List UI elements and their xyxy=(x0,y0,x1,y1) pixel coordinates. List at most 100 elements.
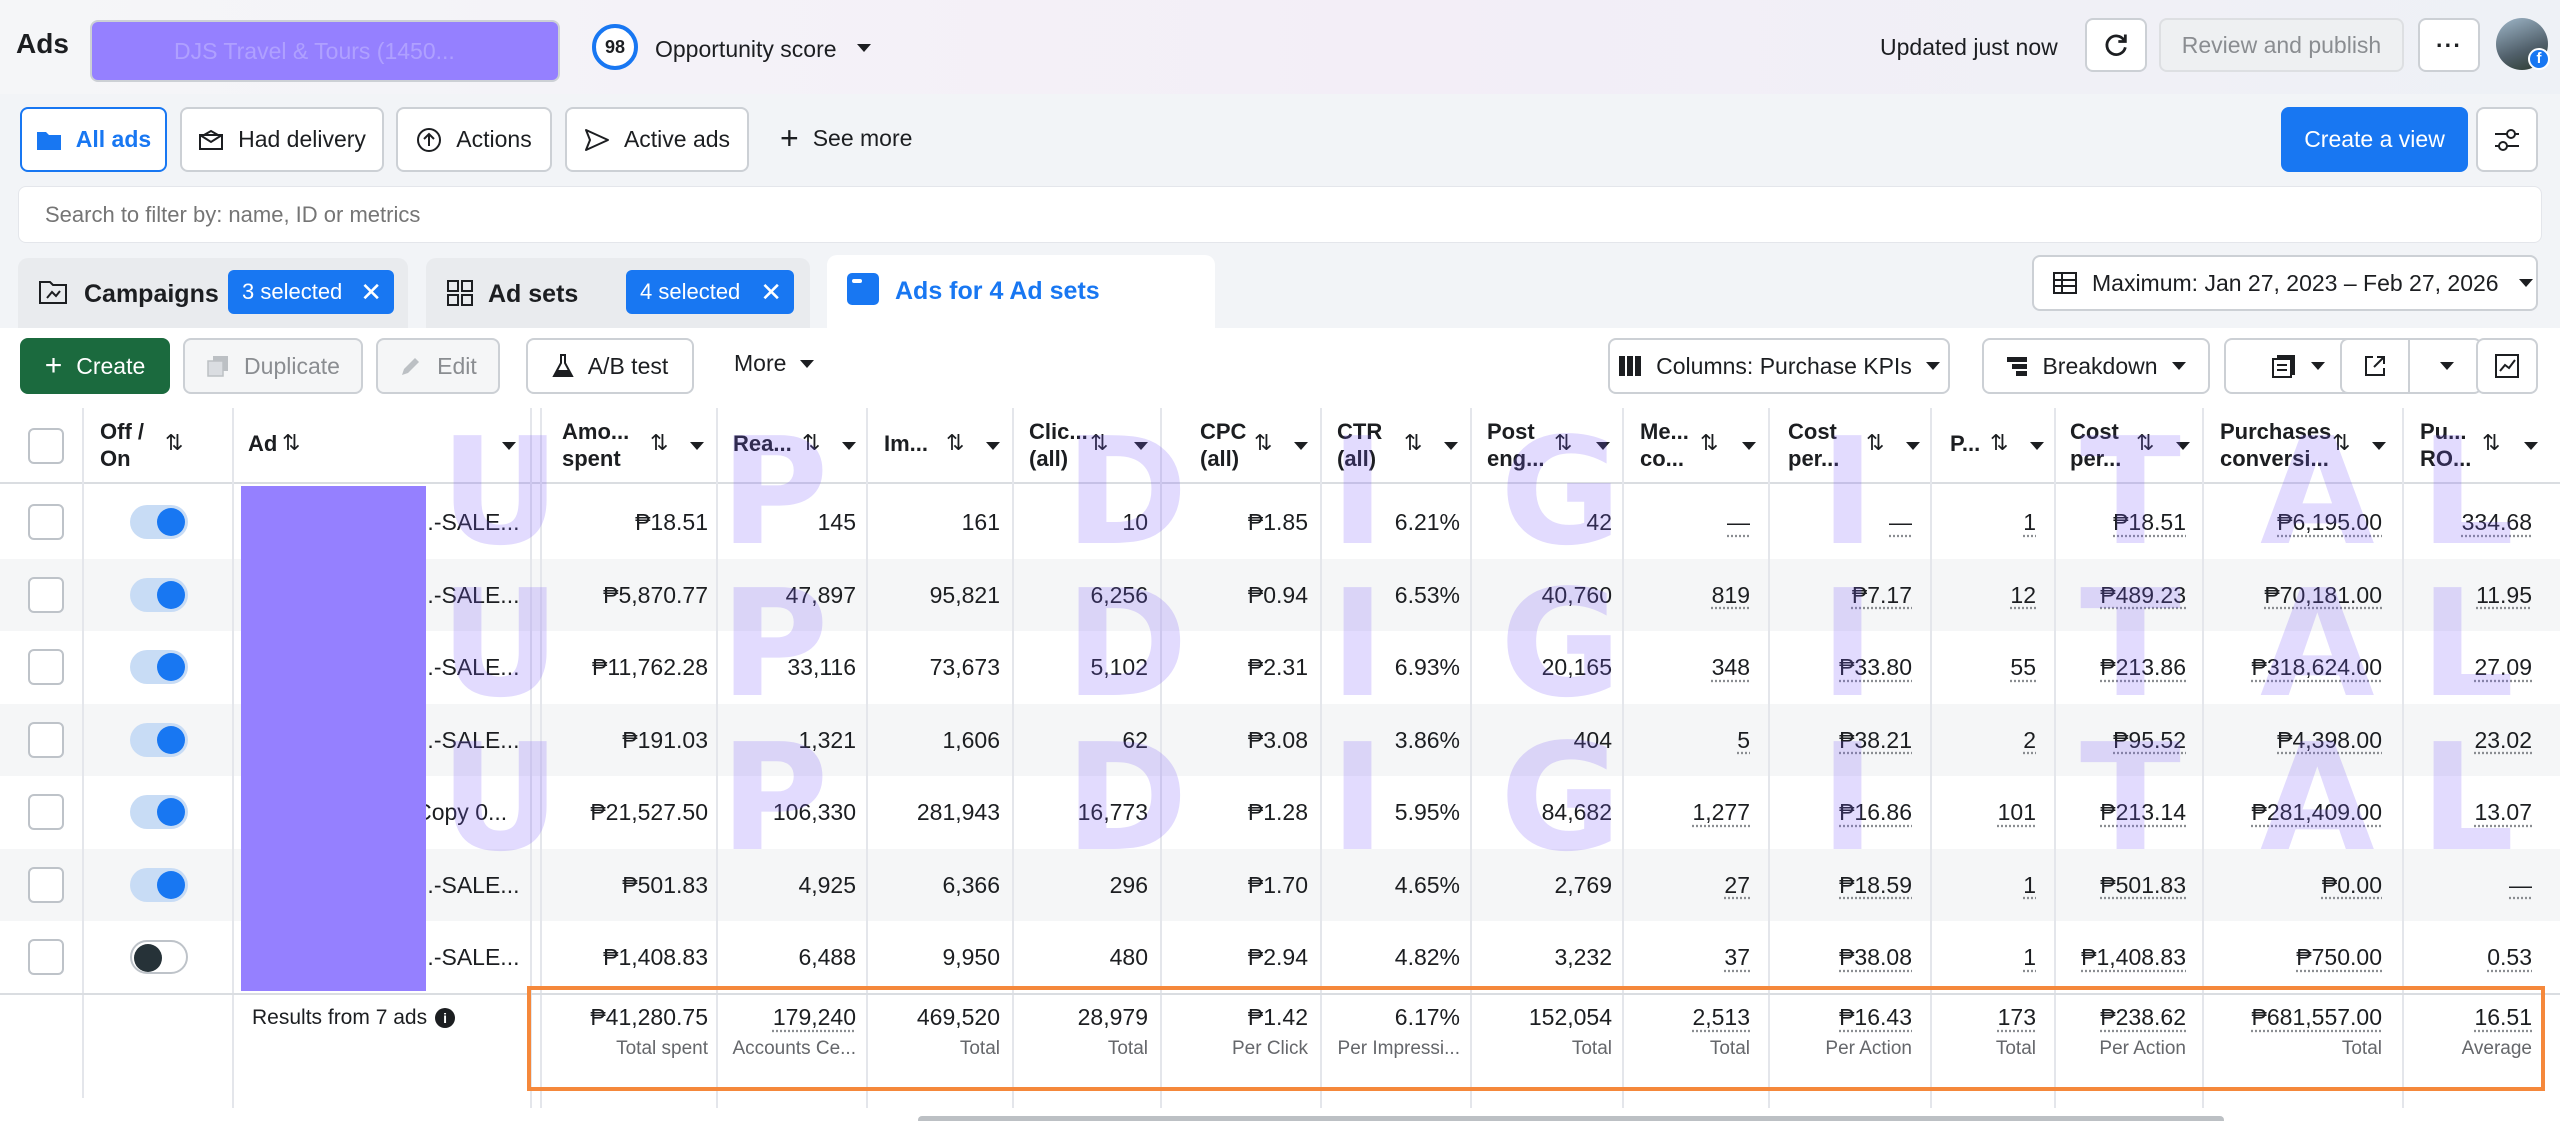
table-row[interactable]: UPD | B...-SALE...₱5,870.7747,89795,8216… xyxy=(0,558,2560,631)
column-header-purchases[interactable]: P... xyxy=(1950,431,1981,456)
sort-icon[interactable]: ⇅ xyxy=(1866,430,1885,455)
chevron-down-icon[interactable] xyxy=(986,442,1000,450)
row-checkbox[interactable] xyxy=(28,939,64,975)
column-header-roas[interactable]: Pu... RO... xyxy=(2420,419,2472,471)
sort-icon[interactable]: ⇅ xyxy=(946,430,965,455)
column-header-purchases-conversion[interactable]: Purchases conversi... xyxy=(2220,419,2332,471)
ad-sets-selected-chip[interactable]: 4 selected ✕ xyxy=(626,270,794,314)
chevron-down-icon[interactable] xyxy=(842,442,856,450)
column-header-off-on[interactable]: Off / On xyxy=(100,419,144,471)
delivery-toggle[interactable] xyxy=(130,650,188,684)
column-header-cost-per-purchase[interactable]: Cost per... xyxy=(2070,419,2122,471)
delivery-toggle[interactable] xyxy=(130,795,188,829)
row-checkbox[interactable] xyxy=(28,866,64,903)
column-header-amount-spent[interactable]: Amo... spent xyxy=(562,419,630,471)
view-tab-all-ads[interactable]: All ads xyxy=(20,107,167,172)
duplicate-button[interactable]: Duplicate xyxy=(183,338,363,394)
refresh-button[interactable] xyxy=(2085,18,2147,72)
chevron-down-icon[interactable] xyxy=(1134,442,1148,450)
chevron-down-icon[interactable] xyxy=(690,442,704,450)
chevron-down-icon[interactable] xyxy=(2524,442,2538,450)
chevron-down-icon[interactable] xyxy=(1906,442,1920,450)
sort-icon[interactable]: ⇅ xyxy=(1990,430,2009,455)
search-input[interactable] xyxy=(45,195,2485,235)
row-checkbox[interactable] xyxy=(28,721,64,758)
more-actions-dropdown[interactable]: More xyxy=(734,350,815,377)
info-icon[interactable]: i xyxy=(435,1008,456,1028)
view-tab-actions[interactable]: Actions xyxy=(396,107,552,172)
row-checkbox[interactable] xyxy=(28,649,64,685)
clear-selection-icon[interactable]: ✕ xyxy=(760,277,782,307)
delivery-toggle[interactable] xyxy=(130,722,188,757)
view-tab-had-delivery[interactable]: Had delivery xyxy=(180,107,384,172)
edit-button[interactable]: Edit xyxy=(376,338,500,394)
column-header-reach[interactable]: Rea... xyxy=(733,431,792,456)
more-options-button[interactable]: ··· xyxy=(2418,18,2480,72)
chevron-down-icon[interactable] xyxy=(502,442,516,450)
opportunity-score-badge[interactable]: 98 xyxy=(592,24,638,70)
columns-dropdown[interactable]: Columns: Purchase KPIs xyxy=(1608,338,1950,394)
charts-button[interactable] xyxy=(2476,338,2538,394)
column-header-cpc[interactable]: CPC (all) xyxy=(1200,419,1247,471)
table-row[interactable]: AD 010 Copy 0...₱21,527.50106,330281,943… xyxy=(0,776,2560,849)
sort-icon[interactable]: ⇅ xyxy=(1554,430,1573,455)
date-range-picker[interactable]: Maximum: Jan 27, 2023 – Feb 27, 2026 xyxy=(2032,255,2538,311)
column-header-ad[interactable]: Ad xyxy=(248,431,278,456)
filter-settings-button[interactable] xyxy=(2476,107,2538,172)
chevron-down-icon[interactable] xyxy=(2372,442,2386,450)
row-checkbox[interactable] xyxy=(28,794,64,830)
column-header-cost-per-message[interactable]: Cost per... xyxy=(1788,419,1840,471)
breakdown-dropdown[interactable]: Breakdown xyxy=(1982,338,2210,394)
see-more-button[interactable]: + See more xyxy=(780,122,912,154)
sort-icon[interactable]: ⇅ xyxy=(282,430,301,455)
delivery-toggle[interactable] xyxy=(130,867,188,902)
delivery-toggle[interactable] xyxy=(130,577,188,612)
sort-icon[interactable]: ⇅ xyxy=(802,430,821,455)
row-checkbox[interactable] xyxy=(28,504,64,540)
clear-selection-icon[interactable]: ✕ xyxy=(360,277,382,307)
sort-icon[interactable]: ⇅ xyxy=(1404,430,1423,455)
column-header-messaging[interactable]: Me... co... xyxy=(1640,419,1689,471)
ads-tab[interactable]: Ads for 4 Ad sets xyxy=(827,255,1215,328)
ab-test-button[interactable]: A/B test xyxy=(526,338,694,394)
table-row[interactable]: UPD | B...-SALE...₱191.031,3211,60662₱3.… xyxy=(0,703,2560,776)
sort-icon[interactable]: ⇅ xyxy=(1090,430,1109,455)
sort-icon[interactable]: ⇅ xyxy=(650,430,669,455)
chevron-down-icon[interactable] xyxy=(857,44,871,52)
campaigns-tab[interactable]: Campaigns 3 selected ✕ xyxy=(18,258,408,328)
chevron-down-icon[interactable] xyxy=(1742,442,1756,450)
sort-icon[interactable]: ⇅ xyxy=(1700,430,1719,455)
sort-icon[interactable]: ⇅ xyxy=(1254,430,1273,455)
sort-icon[interactable]: ⇅ xyxy=(2136,430,2155,455)
sort-icon[interactable]: ⇅ xyxy=(165,430,184,455)
chevron-down-icon[interactable] xyxy=(2440,362,2454,370)
opportunity-score-label[interactable]: Opportunity score xyxy=(655,36,837,62)
column-header-clicks[interactable]: Clic... (all) xyxy=(1029,419,1088,471)
account-selector[interactable]: DJS Travel & Tours (1450... xyxy=(90,20,560,82)
view-tab-active-ads[interactable]: Active ads xyxy=(565,107,749,172)
chevron-down-icon[interactable] xyxy=(1444,442,1458,450)
chevron-down-icon[interactable] xyxy=(2176,442,2190,450)
sort-icon[interactable]: ⇅ xyxy=(2482,430,2501,455)
export-button-group[interactable] xyxy=(2340,338,2482,394)
chevron-down-icon[interactable] xyxy=(1294,442,1308,450)
delivery-toggle[interactable] xyxy=(130,940,188,974)
create-button[interactable]: + Create xyxy=(20,338,170,394)
select-all-checkbox[interactable] xyxy=(28,428,64,464)
ad-sets-tab[interactable]: Ad sets 4 selected ✕ xyxy=(426,258,810,328)
chevron-down-icon[interactable] xyxy=(2030,442,2044,450)
horizontal-scrollbar[interactable] xyxy=(918,1116,2224,1121)
sort-icon[interactable]: ⇅ xyxy=(2332,430,2351,455)
review-and-publish-button[interactable]: Review and publish xyxy=(2159,18,2404,72)
column-header-ctr[interactable]: CTR (all) xyxy=(1337,419,1383,471)
column-header-post-engagement[interactable]: Post eng... xyxy=(1487,419,1545,471)
chevron-down-icon[interactable] xyxy=(1596,442,1610,450)
row-checkbox[interactable] xyxy=(28,576,64,613)
column-header-impressions[interactable]: Im... xyxy=(884,431,929,456)
create-view-button[interactable]: Create a view xyxy=(2281,107,2468,172)
search-bar[interactable] xyxy=(18,186,2542,243)
campaigns-selected-chip[interactable]: 3 selected ✕ xyxy=(228,270,394,314)
table-row[interactable]: UPD | B...-SALE...₱11,762.2833,11673,673… xyxy=(0,631,2560,704)
export-button[interactable] xyxy=(2342,340,2410,392)
delivery-toggle[interactable] xyxy=(130,505,188,539)
